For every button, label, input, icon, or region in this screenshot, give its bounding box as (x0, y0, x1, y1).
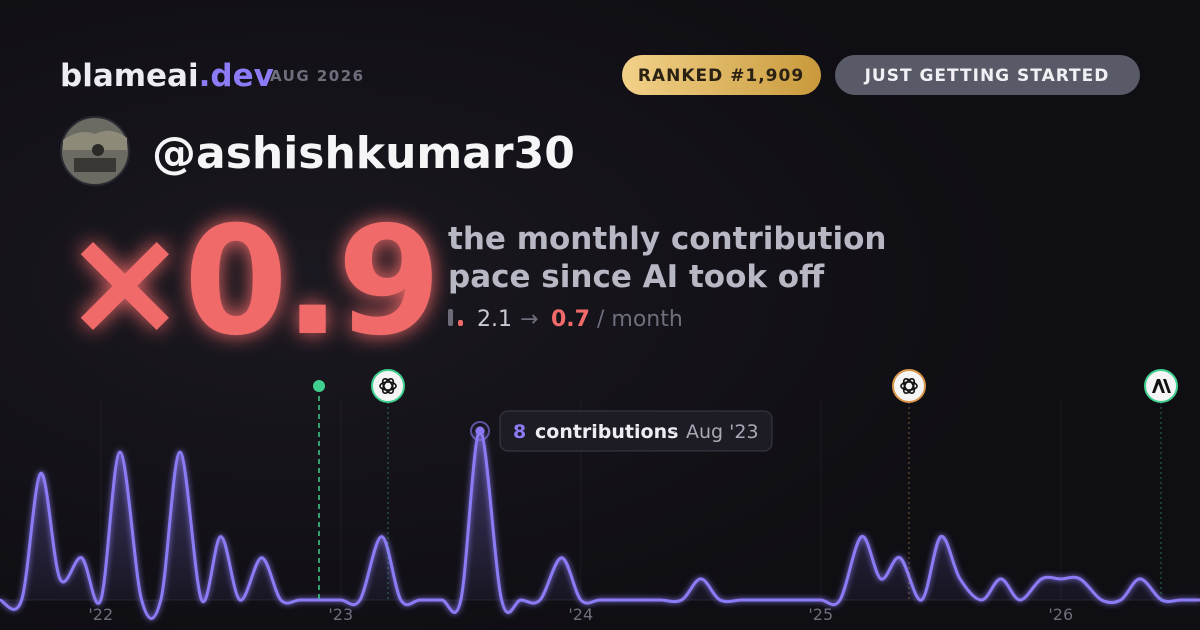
after-value: 0.7 (551, 307, 590, 332)
period: AUG 2026 (270, 67, 365, 85)
x-tick-label: '26 (1048, 605, 1073, 624)
multiplier: ×0.9 (62, 195, 437, 369)
tooltip-box (499, 410, 773, 452)
x-tick-label: '23 (328, 605, 353, 624)
unit: / month (597, 307, 683, 332)
tooltip-date: Aug '23 (686, 421, 759, 443)
brand-name: blameai (60, 58, 199, 94)
caption-line: pace since AI took off (448, 259, 825, 295)
rank-badge: RANKED #1,909 (638, 66, 804, 86)
event-icon (892, 369, 926, 403)
tooltip-separator: · (672, 423, 677, 443)
tooltip: 8 contributions · Aug '23 (470, 410, 773, 452)
tooltip-value: 8 (513, 421, 526, 443)
avatar (60, 116, 130, 186)
status-badge: JUST GETTING STARTED (864, 66, 1110, 86)
brand: blameai.dev (60, 58, 274, 94)
x-tick-label: '22 (88, 605, 113, 624)
event-markers (313, 369, 1178, 600)
brand-tld: .dev (199, 58, 274, 94)
x-tick-label: '25 (808, 605, 833, 624)
event-dot (313, 380, 325, 392)
rank-badge-bg (622, 55, 821, 95)
username: @ashishkumar30 (152, 128, 575, 179)
x-tick-label: '24 (568, 605, 593, 624)
event-icon (371, 369, 405, 403)
before-icon (448, 309, 453, 326)
line (0, 429, 1200, 620)
tooltip-ring (470, 421, 490, 441)
status-badge-bg (835, 55, 1140, 95)
chart: '22 '23 '24 '25 '26 (0, 400, 1200, 624)
caption-line: the monthly contribution (448, 221, 886, 257)
after-icon (458, 320, 463, 326)
tooltip-unit: contributions (535, 421, 678, 443)
tooltip-dot (475, 426, 485, 436)
area (0, 431, 1200, 619)
event-icon (1144, 369, 1178, 403)
arrow: → (520, 307, 538, 332)
before-value: 2.1 (477, 307, 512, 332)
